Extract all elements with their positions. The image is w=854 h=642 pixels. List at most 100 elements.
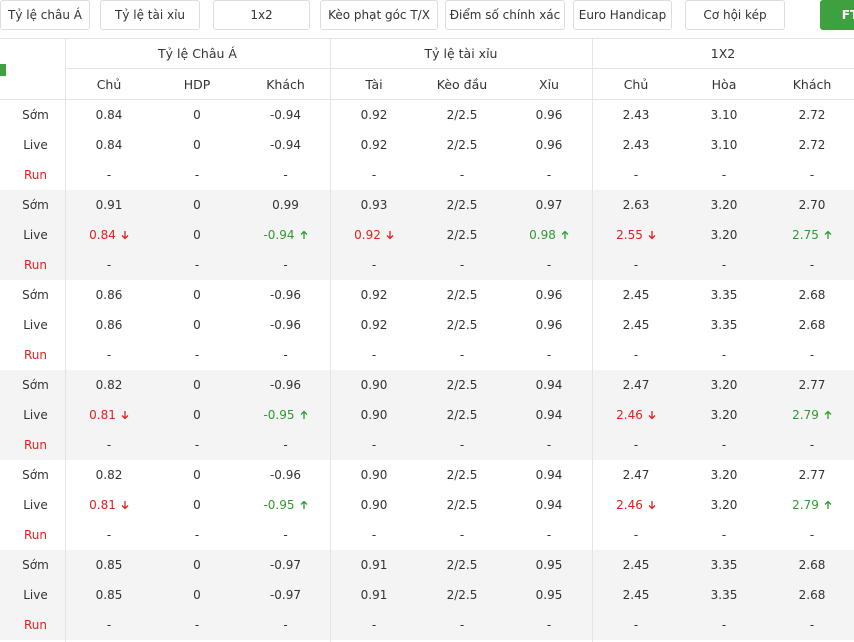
- tab[interactable]: Euro Handicap: [573, 0, 672, 30]
- trend-arrow: [300, 500, 307, 509]
- odds-value: -: [809, 168, 815, 182]
- trend-arrow: [386, 231, 394, 240]
- tab[interactable]: Điểm số chính xác: [445, 0, 565, 30]
- odds-value: -: [459, 348, 465, 362]
- odds-cell: 3.20: [680, 190, 768, 220]
- odds-value: 0: [193, 138, 201, 152]
- odds-cell: 2.68: [768, 580, 854, 610]
- odds-cell: -: [153, 520, 241, 550]
- column-line: [65, 38, 66, 642]
- trend-arrow: [121, 231, 129, 240]
- odds-value: 2/2.5: [446, 288, 478, 302]
- odds-value: -: [283, 348, 288, 362]
- odds-cell: -: [330, 160, 418, 190]
- odds-cell: -: [241, 340, 330, 370]
- sub-header: Tài: [365, 76, 383, 92]
- odds-cell: 2/2.5: [418, 280, 506, 310]
- row-label: Run: [23, 168, 47, 182]
- odds-value: 2/2.5: [446, 558, 478, 572]
- odds-cell: -: [153, 610, 241, 640]
- odds-value: 0.85: [95, 588, 123, 602]
- odds-cell: -: [153, 340, 241, 370]
- odds-value: -0.97: [269, 588, 302, 602]
- odds-value: 3.20: [710, 198, 738, 212]
- odds-cell: -: [768, 340, 854, 370]
- row-label: Sớm: [22, 108, 49, 122]
- odds-value: -: [721, 618, 727, 632]
- odds-value: -: [721, 258, 727, 272]
- odds-value: -0.95: [263, 498, 295, 512]
- odds-value: 0: [193, 378, 201, 392]
- odds-cell: 0.96: [506, 100, 592, 130]
- odds-value: -0.95: [263, 408, 295, 422]
- odds-cell: -: [768, 250, 854, 280]
- tab[interactable]: Kèo phạt góc T/X: [320, 0, 438, 30]
- odds-cell: 0.91: [330, 550, 418, 580]
- odds-value: 2.43: [622, 138, 650, 152]
- odds-cell: -: [241, 610, 330, 640]
- odds-cell: -: [592, 610, 680, 640]
- row-label: Run: [23, 348, 47, 362]
- odds-cell: 0.81: [65, 400, 153, 430]
- odds-value: 2.68: [798, 288, 826, 302]
- odds-value: 0.91: [95, 198, 123, 212]
- header-line: [65, 68, 854, 69]
- sub-header: Chủ: [96, 76, 122, 92]
- tab[interactable]: FT: [820, 0, 854, 30]
- odds-value: 0.94: [535, 378, 563, 392]
- odds-cell: -: [241, 160, 330, 190]
- odds-cell: 2.77: [768, 460, 854, 490]
- odds-value: -: [194, 258, 200, 272]
- odds-cell: 2.68: [768, 310, 854, 340]
- header-line: [0, 99, 854, 100]
- odds-cell: -: [418, 610, 506, 640]
- odds-value: -: [194, 528, 200, 542]
- odds-cell: -: [418, 160, 506, 190]
- odds-value: -: [546, 528, 552, 542]
- trend-arrow: [121, 411, 129, 420]
- odds-cell: 0: [153, 490, 241, 520]
- odds-cell: -: [592, 250, 680, 280]
- tab[interactable]: 1x2: [213, 0, 310, 30]
- header-line: [0, 38, 854, 39]
- odds-cell: 2.46: [592, 400, 680, 430]
- odds-value: 2.45: [622, 288, 650, 302]
- odds-value: -: [283, 528, 288, 542]
- row-label: Sớm: [22, 558, 49, 572]
- tab[interactable]: Tỷ lệ tài xỉu: [100, 0, 200, 30]
- odds-cell: -: [768, 160, 854, 190]
- odds-cell: 0.82: [65, 370, 153, 400]
- row-label: Run: [23, 258, 47, 272]
- row-label: Live: [23, 588, 48, 602]
- trend-arrow: [300, 410, 307, 419]
- odds-cell: 0.86: [65, 280, 153, 310]
- odds-value: 3.20: [710, 468, 738, 482]
- odds-value: -: [283, 438, 288, 452]
- tab[interactable]: Cơ hội kép: [685, 0, 785, 30]
- odds-value: -0.96: [269, 378, 302, 392]
- odds-cell: -0.96: [241, 280, 330, 310]
- tab[interactable]: Tỷ lệ châu Á: [0, 0, 90, 30]
- odds-value: -: [633, 438, 639, 452]
- odds-cell: -: [680, 610, 768, 640]
- odds-cell: -: [330, 610, 418, 640]
- odds-cell: -: [330, 430, 418, 460]
- odds-value: 0.84: [95, 108, 123, 122]
- sub-header: Khách: [266, 76, 305, 92]
- row-label: Sớm: [22, 378, 49, 392]
- odds-cell: 0: [153, 370, 241, 400]
- odds-value: 2.47: [622, 378, 650, 392]
- row-label: Live: [23, 228, 48, 242]
- odds-cell: -0.96: [241, 310, 330, 340]
- odds-value: -: [283, 258, 288, 272]
- odds-value: 2.72: [798, 108, 826, 122]
- odds-value: 3.10: [710, 138, 738, 152]
- odds-value: 3.35: [710, 288, 738, 302]
- odds-cell: 0.96: [506, 130, 592, 160]
- odds-value: -0.96: [269, 318, 302, 332]
- odds-value: 0.92: [354, 228, 381, 242]
- odds-value: 0.90: [360, 408, 388, 422]
- odds-cell: -: [506, 340, 592, 370]
- odds-cell: 2/2.5: [418, 190, 506, 220]
- odds-value: -: [283, 168, 288, 182]
